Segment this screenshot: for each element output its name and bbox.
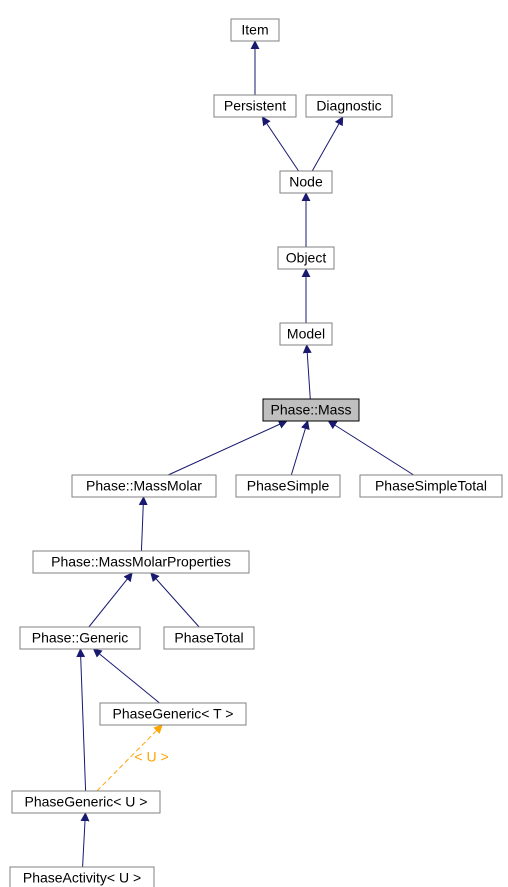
edge — [93, 649, 159, 703]
node-label: PhaseGeneric< U > — [25, 794, 148, 810]
node-activityU[interactable]: PhaseActivity< U > — [10, 867, 154, 887]
node-label: Model — [287, 326, 325, 342]
node-label: PhaseSimpleTotal — [375, 478, 487, 494]
node-total[interactable]: PhaseTotal — [164, 627, 254, 649]
node-item[interactable]: Item — [231, 19, 279, 41]
edge — [151, 573, 199, 627]
node-label: PhaseActivity< U > — [23, 870, 141, 886]
node-model[interactable]: Model — [280, 323, 332, 345]
edge — [80, 649, 85, 791]
edge — [83, 813, 86, 867]
edge — [262, 117, 298, 171]
node-label: Phase::MassMolarProperties — [51, 554, 231, 570]
node-label: Phase::MassMolar — [86, 478, 202, 494]
edge — [89, 573, 132, 627]
node-label: Object — [286, 250, 327, 266]
nodes-group: Item Persistent Diagnostic Node Object Model P… — [10, 19, 502, 887]
node-massmolar[interactable]: Phase::MassMolar — [72, 475, 216, 497]
edge — [291, 421, 307, 475]
node-label: Diagnostic — [316, 98, 381, 114]
node-persistent[interactable]: Persistent — [214, 95, 296, 117]
node-genT[interactable]: PhaseGeneric< T > — [100, 703, 246, 725]
node-node[interactable]: Node — [280, 171, 332, 193]
node-simple[interactable]: PhaseSimple — [236, 475, 340, 497]
node-label: Persistent — [224, 98, 286, 114]
inheritance-diagram: < U > Item Persistent Diagnostic Node Object M… — [0, 0, 508, 887]
node-label: PhaseGeneric< T > — [113, 706, 234, 722]
edge — [328, 421, 413, 475]
edge — [307, 345, 311, 399]
node-label: Item — [241, 22, 268, 38]
edge — [141, 497, 143, 551]
node-label: Phase::Generic — [32, 630, 129, 646]
node-object[interactable]: Object — [278, 247, 334, 269]
edge — [168, 421, 287, 475]
node-label: Node — [289, 174, 323, 190]
node-generic[interactable]: Phase::Generic — [20, 627, 140, 649]
node-massmolarprops[interactable]: Phase::MassMolarProperties — [33, 551, 249, 573]
node-label: PhaseSimple — [247, 478, 330, 494]
edges-group: < U > — [80, 41, 413, 867]
node-mass[interactable]: Phase::Mass — [263, 399, 359, 421]
edge — [312, 117, 343, 171]
node-genU[interactable]: PhaseGeneric< U > — [12, 791, 160, 813]
node-diagnostic[interactable]: Diagnostic — [306, 95, 392, 117]
edge-label: < U > — [134, 749, 168, 765]
node-label: Phase::Mass — [271, 402, 352, 418]
node-simpletotal[interactable]: PhaseSimpleTotal — [360, 475, 502, 497]
node-label: PhaseTotal — [174, 630, 243, 646]
